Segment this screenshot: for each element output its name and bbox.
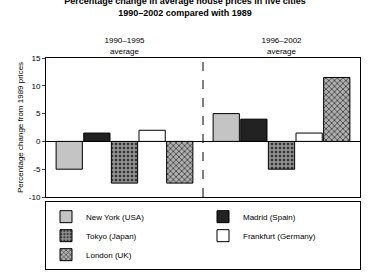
svg-text:10: 10: [31, 82, 40, 91]
svg-text:Percentage change from 1989 pr: Percentage change from 1989 prices: [16, 62, 25, 193]
svg-text:London (UK): London (UK): [86, 251, 132, 260]
svg-text:-10: -10: [29, 193, 41, 202]
svg-text:-5: -5: [33, 165, 41, 174]
svg-text:Percentage change in average h: Percentage change in average house price…: [64, 0, 306, 18]
svg-text:Tokyo (Japan): Tokyo (Japan): [86, 232, 137, 241]
svg-text:15: 15: [31, 54, 40, 63]
svg-text:5: 5: [36, 109, 41, 118]
svg-text:1990–1995average: 1990–1995average: [104, 36, 145, 55]
svg-text:Madrid (Spain): Madrid (Spain): [243, 213, 296, 222]
svg-text:Frankfurt (Germany): Frankfurt (Germany): [243, 232, 316, 241]
svg-text:1996–2002average: 1996–2002average: [261, 36, 302, 55]
svg-text:0: 0: [36, 137, 41, 146]
svg-text:New York (USA): New York (USA): [86, 213, 144, 222]
